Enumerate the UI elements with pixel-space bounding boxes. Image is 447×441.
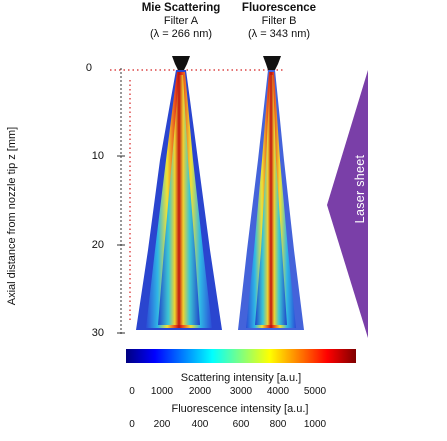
y-tick-10: 10 bbox=[91, 150, 104, 162]
scattering-tick-3000: 3000 bbox=[229, 386, 253, 397]
mie-header: Mie Scattering Filter A (λ = 266 nm) bbox=[126, 2, 236, 41]
nozzle-left-icon bbox=[172, 56, 190, 70]
mie-title: Mie Scattering bbox=[141, 2, 221, 14]
fluorescence-wavelength: (λ = 343 nm) bbox=[247, 28, 311, 40]
fluorescence-filter: Filter B bbox=[261, 15, 297, 27]
scattering-tick-1000: 1000 bbox=[150, 386, 174, 397]
fluorescence-title: Fluorescence bbox=[241, 2, 317, 14]
nozzle-right-icon bbox=[263, 56, 281, 70]
y-tick-0: 0 bbox=[85, 62, 92, 74]
fluorescence-tick-1000: 1000 bbox=[303, 419, 327, 430]
scattering-tick-0: 0 bbox=[129, 386, 135, 397]
mie-wavelength: (λ = 266 nm) bbox=[149, 28, 213, 40]
fluorescence-spray-image bbox=[238, 70, 304, 330]
scattering-tick-5000: 5000 bbox=[303, 386, 327, 397]
fluorescence-tick-0: 0 bbox=[129, 419, 135, 430]
scattering-tick-2000: 2000 bbox=[188, 386, 212, 397]
y-axis bbox=[117, 68, 125, 336]
scattering-intensity-label: Scattering intensity [a.u.] bbox=[180, 372, 302, 384]
laser-sheet-label: Laser sheet bbox=[353, 154, 367, 224]
mie-filter: Filter A bbox=[163, 15, 199, 27]
laser-sheet-wedge bbox=[327, 70, 368, 338]
scattering-tick-4000: 4000 bbox=[266, 386, 290, 397]
mie-spray-image bbox=[136, 70, 222, 330]
y-tick-30: 30 bbox=[91, 327, 104, 339]
fluorescence-tick-800: 800 bbox=[269, 419, 287, 430]
y-tick-20: 20 bbox=[91, 239, 104, 251]
colorbar bbox=[126, 349, 356, 363]
fluorescence-tick-600: 600 bbox=[232, 419, 250, 430]
fluorescence-intensity-label: Fluorescence intensity [a.u.] bbox=[171, 403, 309, 415]
fluorescence-tick-400: 400 bbox=[191, 419, 209, 430]
fluorescence-tick-200: 200 bbox=[153, 419, 171, 430]
fluorescence-header: Fluorescence Filter B (λ = 343 nm) bbox=[224, 2, 334, 41]
